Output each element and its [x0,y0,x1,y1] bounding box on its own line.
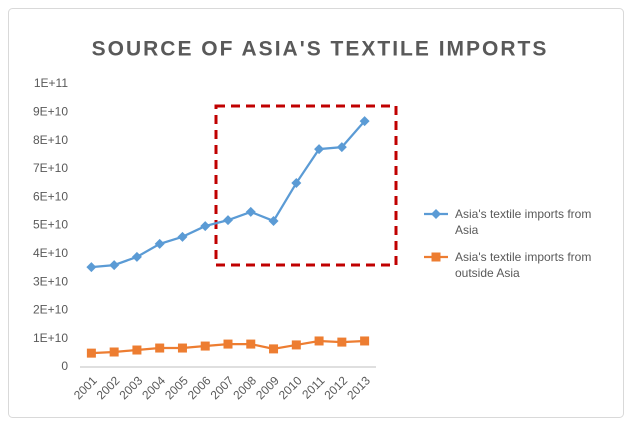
y-tick-label: 9E+10 [33,104,68,118]
y-tick-label: 0 [61,359,68,373]
point [336,142,347,153]
chart-border [8,8,624,418]
point [314,336,324,346]
point [223,339,233,349]
point [131,251,142,262]
point [431,209,441,219]
legend-label: Asia's textile imports from outside Asia [455,250,592,280]
point [109,347,119,357]
y-tick-label: 2E+10 [33,303,68,317]
point [337,337,347,347]
point [291,178,302,189]
y-tick-label: 4E+10 [33,246,68,260]
point [359,116,370,127]
point [200,221,211,232]
point [177,343,187,353]
point [109,260,120,271]
y-tick-label: 3E+10 [33,274,68,288]
legend-label: Asia's textile imports from Asia [455,207,592,237]
point [245,206,256,217]
highlight-box [214,104,398,267]
point [200,341,210,351]
y-tick-label: 1E+11 [34,76,68,90]
point [291,340,301,350]
point [154,238,165,249]
point [177,231,188,242]
point [360,336,370,346]
y-tick-label: 1E+10 [33,331,68,345]
point [86,262,97,273]
point [86,348,96,358]
y-tick-label: 8E+10 [33,133,68,147]
point [268,215,279,226]
y-tick-label: 5E+10 [33,218,68,232]
point [246,339,256,349]
point [269,344,279,354]
point [155,343,165,353]
chart-title: SOURCE OF ASIA'S TEXTILE IMPORTS [92,38,549,61]
point [431,252,441,262]
point [314,144,325,155]
y-tick-label: 6E+10 [33,189,68,203]
y-tick-label: 7E+10 [33,161,68,175]
point [223,215,233,226]
point [132,345,142,355]
